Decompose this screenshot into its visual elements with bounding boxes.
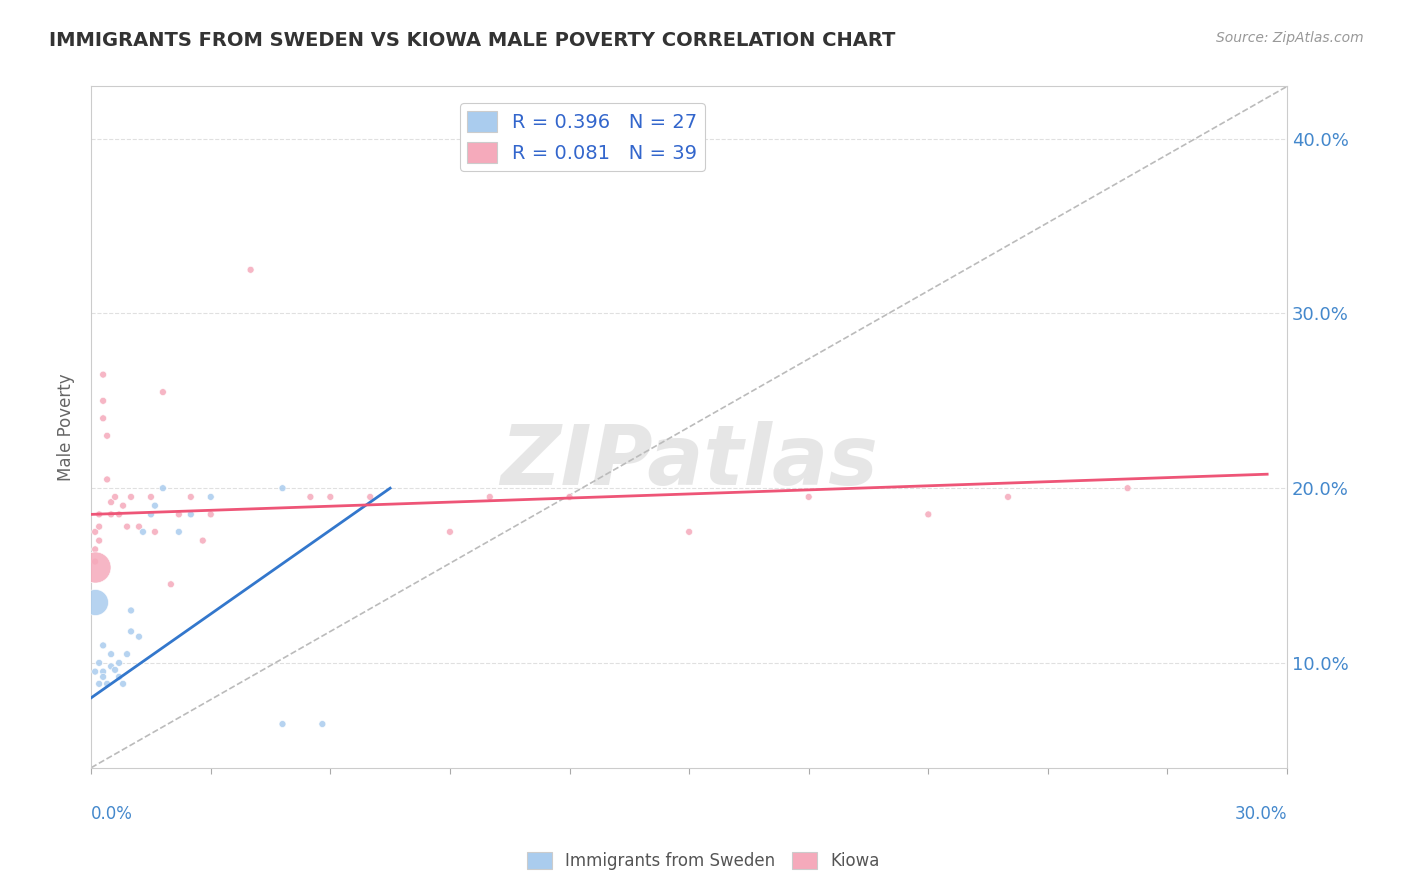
Point [128, 630, 150, 644]
Point [100, 647, 122, 661]
Text: ZIPatlas: ZIPatlas [501, 421, 879, 501]
Point [112, 677, 135, 691]
Point [359, 490, 381, 504]
Point [132, 524, 155, 539]
Point [91, 393, 114, 408]
Point [439, 524, 461, 539]
Point [120, 490, 142, 504]
Point [917, 508, 939, 522]
Point [89, 508, 111, 522]
Point [319, 490, 342, 504]
Point [139, 508, 162, 522]
Point [997, 490, 1019, 504]
Point [89, 519, 111, 533]
Point [143, 499, 166, 513]
Point [108, 670, 131, 684]
Point [558, 490, 581, 504]
Point [200, 508, 222, 522]
Point [797, 490, 820, 504]
Point [91, 639, 114, 653]
Point [108, 508, 131, 522]
Point [152, 481, 174, 495]
Text: 30.0%: 30.0% [1234, 805, 1286, 823]
Point [139, 490, 162, 504]
Point [299, 490, 322, 504]
Point [180, 508, 202, 522]
Point [115, 647, 138, 661]
Point [1116, 481, 1139, 495]
Text: IMMIGRANTS FROM SWEDEN VS KIOWA MALE POVERTY CORRELATION CHART: IMMIGRANTS FROM SWEDEN VS KIOWA MALE POV… [49, 31, 896, 50]
Point [271, 481, 294, 495]
Point [152, 385, 174, 400]
Point [180, 490, 202, 504]
Point [84, 559, 107, 574]
Text: Source: ZipAtlas.com: Source: ZipAtlas.com [1216, 31, 1364, 45]
Point [89, 533, 111, 548]
Point [191, 533, 214, 548]
Point [91, 368, 114, 382]
Point [160, 577, 183, 591]
Point [84, 665, 107, 679]
Point [89, 677, 111, 691]
Point [84, 595, 107, 609]
Y-axis label: Male Poverty: Male Poverty [58, 373, 75, 481]
Point [271, 717, 294, 731]
Point [91, 411, 114, 425]
Point [120, 624, 142, 639]
Point [120, 603, 142, 617]
Point [91, 670, 114, 684]
Point [108, 656, 131, 670]
Point [167, 508, 190, 522]
Point [100, 495, 122, 509]
Point [311, 717, 333, 731]
Point [167, 524, 190, 539]
Point [100, 659, 122, 673]
Point [84, 555, 107, 569]
Legend: Immigrants from Sweden, Kiowa: Immigrants from Sweden, Kiowa [520, 845, 886, 877]
Point [128, 519, 150, 533]
Point [89, 656, 111, 670]
Point [200, 490, 222, 504]
Legend: R = 0.396   N = 27, R = 0.081   N = 39: R = 0.396 N = 27, R = 0.081 N = 39 [460, 103, 704, 170]
Point [84, 542, 107, 557]
Point [100, 508, 122, 522]
Point [96, 429, 118, 443]
Text: 0.0%: 0.0% [91, 805, 134, 823]
Point [143, 524, 166, 539]
Point [96, 472, 118, 486]
Point [91, 665, 114, 679]
Point [104, 490, 127, 504]
Point [96, 677, 118, 691]
Point [115, 519, 138, 533]
Point [678, 524, 700, 539]
Point [112, 499, 135, 513]
Point [104, 663, 127, 677]
Point [478, 490, 501, 504]
Point [239, 262, 262, 277]
Point [84, 524, 107, 539]
